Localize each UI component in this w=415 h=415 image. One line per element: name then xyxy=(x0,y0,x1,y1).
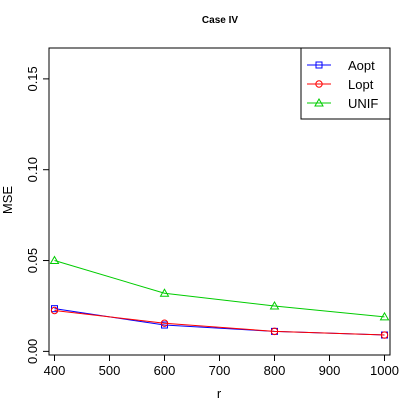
x-tick-label: 400 xyxy=(44,363,66,378)
series-line-aopt xyxy=(54,308,385,336)
legend-label-aopt: Aopt xyxy=(348,58,375,73)
legend-marker-aopt xyxy=(315,61,323,69)
x-tick-label: 700 xyxy=(209,363,231,378)
series-layer xyxy=(49,255,390,339)
y-tick-label: 0.00 xyxy=(25,339,40,364)
data-point-unif xyxy=(269,300,280,310)
data-point-lopt xyxy=(270,327,279,336)
y-tick-label: 0.05 xyxy=(25,248,40,273)
x-tick-label: 1000 xyxy=(370,363,399,378)
chart-title: Case IV xyxy=(202,15,238,26)
legend-label-lopt: Lopt xyxy=(348,77,374,92)
x-axis-label: r xyxy=(217,386,222,401)
series-line-lopt xyxy=(54,309,385,336)
legend-label-unif: UNIF xyxy=(348,96,378,111)
x-tick-label: 500 xyxy=(99,363,121,378)
x-tick-label: 800 xyxy=(264,363,286,378)
data-point-unif xyxy=(159,288,170,297)
y-tick-label: 0.15 xyxy=(25,66,40,91)
legend-marker-unif xyxy=(314,97,324,107)
data-point-lopt xyxy=(50,306,59,315)
legend-marker-lopt xyxy=(315,80,323,88)
data-point-unif xyxy=(379,311,390,321)
data-point-lopt xyxy=(160,319,169,327)
legend: Aopt Lopt UNIF xyxy=(300,47,391,120)
y-axis-label: MSE xyxy=(0,186,15,215)
data-point-lopt xyxy=(380,331,389,339)
x-axis: 400 500 600 700 800 900 1000 xyxy=(44,355,399,378)
x-tick-label: 600 xyxy=(154,363,176,378)
x-tick-label: 900 xyxy=(319,363,341,378)
series-line-unif xyxy=(54,260,385,318)
y-tick-label: 0.10 xyxy=(25,157,40,182)
data-point-unif xyxy=(49,255,60,265)
y-axis: 0.00 0.05 0.10 0.15 xyxy=(25,66,49,364)
